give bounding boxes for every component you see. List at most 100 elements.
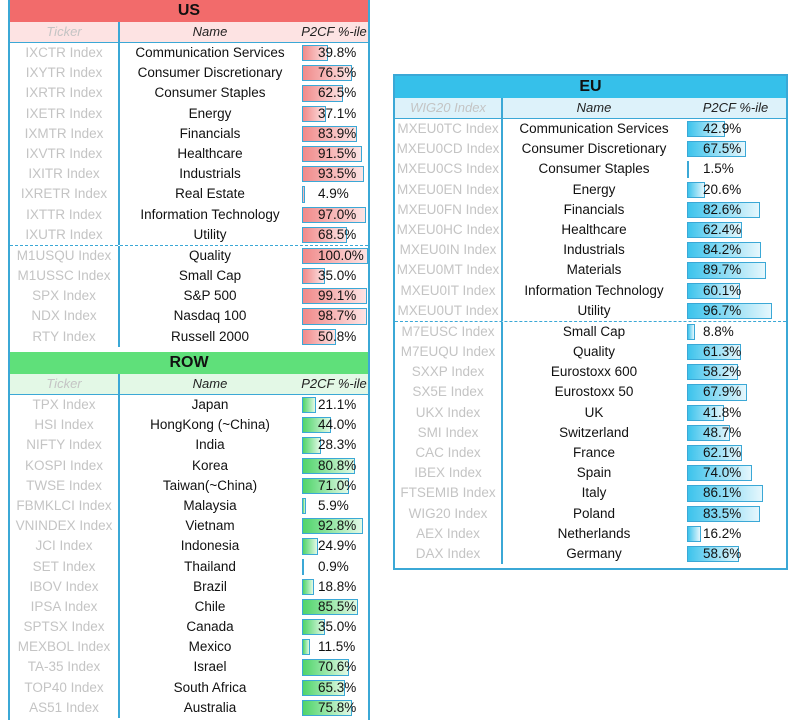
percentile-value: 82.6% (703, 201, 742, 217)
name-cell: Russell 2000 (170, 328, 250, 344)
name-cell: Industrials (179, 166, 241, 182)
name-cell: Taiwan(~China) (162, 477, 258, 493)
percentile-value: 70.6% (318, 659, 357, 675)
ticker-cell: TA-35 Index (10, 657, 120, 678)
eu-header-row: WIG20 Index Name P2CF %-ile (395, 98, 786, 119)
table-row: TA-35 Index Israel 70.6% (10, 657, 368, 678)
percentile-bar (302, 226, 348, 243)
percentile-cell: 58.2% (685, 362, 786, 382)
percentile-bar (302, 518, 364, 535)
percentile-value: 97.0% (318, 206, 357, 222)
name-cell: Consumer Discretionary (137, 65, 283, 81)
name-cell: Vietnam (185, 518, 235, 534)
percentile-bar (302, 308, 368, 325)
table-row: SMI Index Switzerland 48.7% (395, 422, 786, 443)
percentile-bar (302, 328, 336, 345)
percentile-bar (302, 639, 310, 656)
ticker-cell: IXCTR Index (10, 43, 120, 64)
percentile-value: 76.5% (318, 65, 357, 81)
percentile-bar (302, 65, 353, 82)
percentile-value: 89.7% (703, 262, 742, 278)
ticker-cell: M7EUSC Index (395, 321, 503, 343)
name-cell: Energy (572, 181, 616, 197)
name-cell: Nasdaq 100 (173, 308, 247, 324)
percentile-bar (687, 282, 740, 299)
percentile-value: 39.8% (318, 45, 357, 60)
percentile-bar (302, 437, 321, 454)
name-cell: France (572, 445, 616, 460)
percentile-value: 42.9% (703, 121, 742, 136)
percentile-value: 0.9% (318, 558, 349, 574)
percentile-bar (687, 161, 689, 178)
percentile-cell: 28.3% (300, 435, 368, 455)
percentile-cell: 85.5% (300, 597, 368, 617)
ticker-cell: SX5E Index (395, 382, 503, 403)
percentile-cell: 39.8% (300, 43, 368, 63)
ticker-column-header: Ticker (10, 22, 120, 42)
percentile-bar (302, 268, 326, 285)
percentile-value: 62.4% (703, 221, 742, 237)
ticker-cell: FBMKLCI Index (10, 495, 120, 517)
ticker-cell: SPX Index (10, 286, 120, 307)
percentile-value: 68.5% (318, 226, 357, 242)
table-row: MXEU0IT Index Information Technology 60.1% (395, 280, 786, 301)
table-row: AS51 Index Australia 75.8% (10, 697, 368, 718)
percentile-value: 98.7% (318, 308, 357, 324)
name-cell: Indonesia (180, 538, 240, 554)
percentile-value: 1.5% (703, 161, 734, 177)
ticker-cell: UKX Index (395, 402, 503, 423)
table-row: TOP40 Index South Africa 65.3% (10, 677, 368, 698)
table-row: IXCTR Index Communication Services 39.8% (10, 43, 368, 64)
table-row: IXITR Index Industrials 93.5% (10, 164, 368, 185)
percentile-bar (687, 181, 706, 198)
eu-rows: MXEU0TC Index Communication Services 42.9%… (395, 119, 786, 565)
percentile-bar (302, 85, 344, 102)
percentile-bar (687, 221, 742, 239)
percentile-cell: 86.1% (685, 483, 786, 503)
percentile-cell: 62.5% (300, 83, 368, 103)
percentile-cell: 68.5% (300, 225, 368, 245)
percentile-cell: 83.9% (300, 124, 368, 144)
table-row: KOSPI Index Korea 80.8% (10, 455, 368, 476)
name-cell: Poland (572, 505, 616, 521)
table-row: MXEU0CD Index Consumer Discretionary 67.5% (395, 139, 786, 160)
table-row: JCI Index Indonesia 24.9% (10, 536, 368, 557)
ticker-cell: IXYTR Index (10, 63, 120, 84)
ticker-cell: AEX Index (395, 523, 503, 544)
table-row: IXVTR Index Healthcare 91.5% (10, 143, 368, 165)
name-cell: Information Technology (140, 206, 280, 222)
percentile-value: 62.1% (703, 445, 742, 460)
percentile-value: 35.0% (318, 268, 357, 284)
percentile-cell: 48.7% (685, 423, 786, 443)
percentile-bar (687, 525, 702, 542)
percentile-value: 24.9% (318, 538, 357, 554)
percentile-value: 48.7% (703, 424, 742, 440)
name-cell: Quality (188, 247, 232, 263)
table-row: M1USQU Index Quality 100.0% (10, 244, 368, 267)
ticker-cell: TOP40 Index (10, 677, 120, 698)
us-panel: US Ticker Name P2CF %-ile IXCTR Index Com… (8, 0, 370, 352)
name-cell: Israel (193, 659, 227, 675)
percentile-cell: 76.5% (300, 63, 368, 83)
percentile-bar (302, 145, 363, 163)
name-cell: India (195, 437, 225, 453)
percentile-cell: 92.8% (300, 516, 368, 536)
name-cell: Mexico (188, 639, 232, 655)
table-row: CAC Index France 62.1% (395, 443, 786, 464)
percentile-value: 84.2% (703, 242, 742, 258)
percentile-value: 100.0% (318, 247, 364, 263)
ticker-cell: MXEU0TC Index (395, 119, 503, 140)
percentile-bar (687, 545, 739, 563)
percentile-cell: 35.0% (300, 617, 368, 637)
percentile-bar (302, 699, 353, 716)
us-header-row: Ticker Name P2CF %-ile (10, 22, 368, 43)
name-cell: Eurostoxx 600 (550, 364, 638, 380)
row-panel: ROW Ticker Name P2CF %-ile TPX Index Japa… (8, 352, 370, 720)
name-cell: Healthcare (561, 221, 627, 237)
percentile-bar (302, 125, 358, 142)
table-row: SX5E Index Eurostoxx 50 67.9% (395, 382, 786, 403)
ticker-cell: IXRTR Index (10, 83, 120, 104)
table-row: WIG20 Index Poland 83.5% (395, 503, 786, 524)
percentile-value: 96.7% (703, 302, 742, 318)
ticker-cell: FTSEMIB Index (395, 483, 503, 504)
